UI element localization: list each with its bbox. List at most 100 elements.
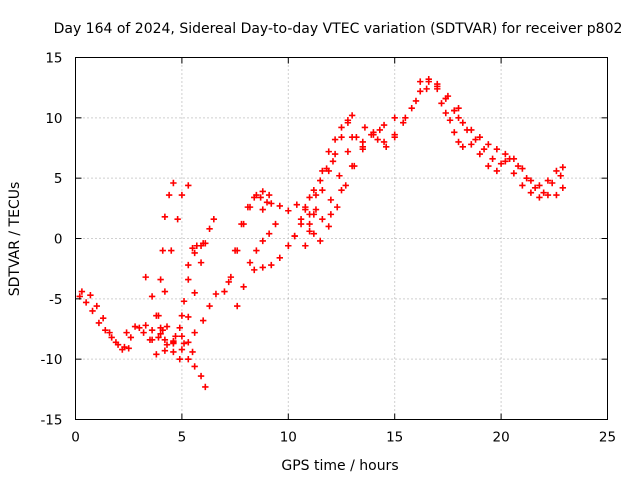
tick-labels: 0 5 10 15 20 25 -15 -10 -5 0 5 10 15 (40, 51, 616, 446)
data-point (559, 184, 567, 192)
data-point (170, 340, 177, 347)
series-trace-21 (327, 114, 398, 218)
data-point (544, 177, 552, 184)
data-point (312, 191, 320, 199)
data-point (170, 348, 177, 356)
series-trace-5 (146, 179, 177, 344)
data-point (446, 117, 454, 124)
data-point (161, 347, 169, 354)
data-point (338, 133, 345, 141)
data-point (197, 372, 205, 380)
data-point (325, 148, 332, 155)
data-point (359, 138, 366, 146)
data-point (442, 109, 449, 117)
data-point (240, 283, 247, 290)
series-trace-6 (153, 182, 192, 358)
data-point (136, 324, 143, 331)
data-point (423, 85, 430, 93)
data-point (348, 162, 356, 170)
data-point (342, 182, 349, 189)
data-point (244, 203, 252, 211)
data-point (155, 334, 162, 341)
data-point (438, 100, 445, 107)
data-point (417, 88, 424, 95)
data-point (178, 333, 186, 340)
data-point (536, 194, 543, 201)
data-markers (76, 76, 567, 391)
data-point (108, 334, 115, 341)
data-point (476, 150, 484, 158)
series-trace-19 (310, 124, 369, 237)
x-axis-label: GPS time / hours (281, 458, 398, 474)
data-point (382, 143, 390, 150)
data-point (178, 312, 186, 319)
data-point (125, 345, 132, 352)
grid-lines (75, 57, 608, 420)
data-point (493, 167, 501, 175)
data-point (506, 155, 513, 163)
data-point (210, 215, 218, 223)
data-point (119, 346, 126, 353)
data-point (380, 121, 388, 129)
data-point (82, 299, 90, 306)
data-point (329, 158, 337, 165)
data-point (185, 339, 192, 346)
series-trace-8 (170, 240, 207, 347)
data-point (202, 383, 209, 391)
data-point (163, 341, 171, 348)
data-point (185, 355, 192, 363)
data-point (197, 259, 205, 266)
data-point (297, 215, 305, 223)
data-point (319, 167, 326, 175)
data-point (206, 302, 213, 310)
data-point (331, 136, 339, 143)
data-point (165, 191, 173, 199)
data-point (221, 288, 228, 295)
x-tick-label: 5 (178, 430, 187, 446)
data-point (493, 146, 501, 153)
data-point (306, 220, 313, 228)
data-point (463, 126, 471, 134)
data-point (559, 164, 567, 171)
data-point (231, 247, 239, 254)
data-point (140, 329, 147, 336)
data-point (302, 203, 309, 211)
data-point (380, 138, 388, 146)
data-point (514, 162, 522, 170)
data-point (199, 317, 207, 324)
data-point (348, 112, 356, 119)
data-point (225, 278, 232, 286)
axis-ticks (75, 57, 608, 420)
data-point (502, 150, 509, 158)
x-tick-label: 20 (493, 430, 510, 446)
data-point (285, 242, 292, 249)
data-point (131, 323, 139, 330)
data-point (334, 203, 341, 211)
data-point (451, 107, 458, 114)
data-point (519, 165, 526, 172)
data-point (472, 136, 479, 143)
data-point (510, 170, 518, 177)
data-point (497, 160, 505, 167)
data-point (142, 273, 149, 281)
data-point (434, 85, 441, 93)
data-point (161, 213, 169, 220)
data-point (325, 223, 332, 230)
data-point (191, 289, 198, 296)
y-tick-label: 5 (54, 171, 63, 187)
data-point (536, 182, 543, 189)
data-point (78, 288, 86, 295)
data-point (172, 333, 179, 340)
data-point (148, 293, 156, 300)
data-point (459, 143, 466, 150)
data-point (106, 329, 113, 336)
data-point (146, 336, 154, 344)
data-point (319, 215, 326, 223)
data-point (202, 240, 209, 247)
data-point (206, 225, 213, 233)
y-axis-label: SDTVAR / TECUs (7, 182, 23, 297)
data-point (285, 207, 292, 214)
data-point (191, 249, 198, 257)
data-point (259, 264, 266, 271)
